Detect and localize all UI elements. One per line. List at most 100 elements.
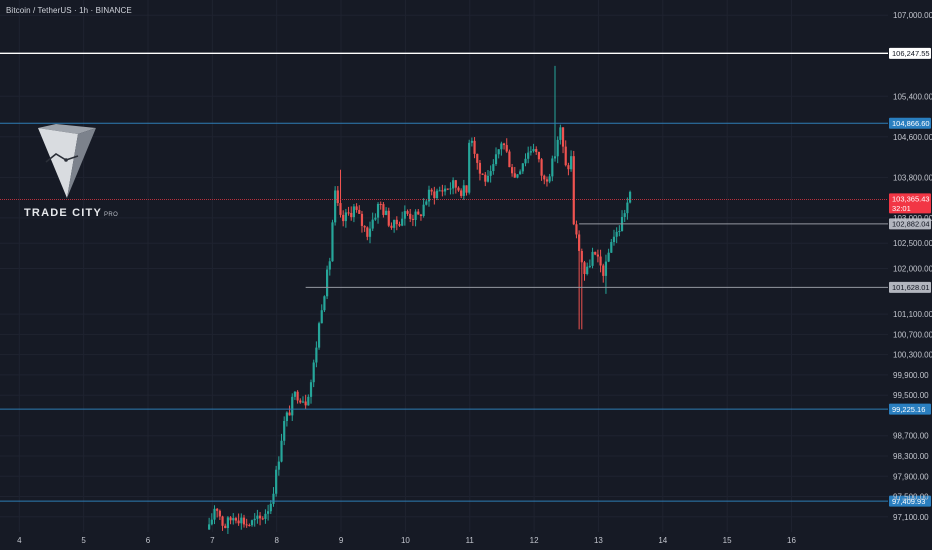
y-axis-tick-label: 101,100.00	[893, 310, 932, 319]
candle-down	[564, 146, 567, 166]
candle-down	[339, 203, 342, 215]
candle-up	[344, 212, 347, 222]
price-tag-label: 97,409.93	[892, 497, 925, 506]
price-tag	[889, 218, 931, 230]
candle-up	[401, 218, 404, 226]
y-axis-tick-label: 97,900.00	[893, 472, 929, 481]
x-axis-tick-label: 6	[146, 536, 151, 545]
x-axis-tick-label: 11	[466, 536, 475, 545]
candle-down	[446, 188, 449, 190]
candle-up	[309, 382, 313, 397]
candle-up	[272, 493, 275, 504]
candle-down	[465, 185, 468, 193]
candle-up	[610, 242, 613, 253]
candle-down	[476, 153, 479, 163]
candle-down	[599, 256, 602, 266]
candle-down	[511, 167, 514, 174]
candle-up	[586, 266, 589, 275]
price-tag	[889, 47, 931, 59]
candle-up	[317, 323, 321, 348]
candle-down	[430, 189, 433, 192]
candle-up	[326, 269, 329, 297]
candle-up	[226, 517, 229, 529]
candle-down	[481, 173, 484, 175]
candle-up	[591, 251, 594, 266]
candle-up	[280, 440, 283, 462]
candle-down	[543, 175, 546, 180]
y-axis-tick-label: 99,900.00	[893, 371, 929, 380]
candle-down	[350, 212, 353, 218]
candle-up	[285, 412, 288, 421]
candle-down	[395, 219, 398, 225]
candle-up	[320, 310, 323, 324]
candle-down	[540, 159, 543, 176]
pyramid-logo-icon	[34, 124, 100, 202]
candle-up	[519, 171, 522, 175]
candle-up	[551, 158, 554, 177]
candle-down	[229, 517, 232, 521]
candle-up	[615, 231, 618, 237]
candle-up	[240, 517, 243, 524]
y-axis-tick-label: 102,500.00	[893, 239, 932, 248]
y-axis-tick-label: 100,300.00	[893, 351, 932, 360]
candle-down	[602, 265, 605, 276]
candle-up	[323, 296, 326, 311]
candle-down	[572, 156, 575, 225]
candle-up	[293, 391, 297, 397]
candle-down	[537, 151, 541, 160]
y-axis-tick-label: 103,800.00	[893, 173, 932, 182]
candle-up	[623, 213, 626, 217]
candle-up	[253, 518, 256, 521]
candle-down	[580, 250, 583, 263]
candle-down	[355, 206, 358, 210]
candle-down	[561, 127, 565, 147]
candle-up	[556, 139, 559, 157]
candle-down	[596, 254, 599, 257]
x-axis-tick-label: 5	[81, 536, 86, 545]
chart-symbol-title[interactable]: Bitcoin / TetherUS · 1h · BINANCE	[6, 6, 132, 15]
candle-up	[376, 203, 380, 218]
candle-down	[296, 391, 299, 401]
candle-up	[334, 190, 337, 223]
candle-up	[264, 513, 267, 519]
y-axis-tick-label: 102,000.00	[893, 265, 932, 274]
candle-up	[443, 188, 447, 192]
candle-up	[604, 261, 608, 276]
candle-down	[245, 524, 248, 526]
price-tag	[889, 495, 931, 507]
candle-down	[460, 190, 463, 196]
x-axis-tick-label: 13	[594, 536, 603, 545]
candle-up	[607, 252, 610, 262]
candle-down	[406, 211, 409, 214]
candle-down	[441, 190, 444, 192]
brand-suffix: PRO	[104, 212, 119, 218]
candle-down	[409, 213, 412, 219]
y-axis-tick-label: 105,400.00	[893, 92, 932, 101]
candle-down	[578, 234, 581, 251]
x-axis-tick-label: 10	[401, 536, 410, 545]
y-axis-tick-label: 98,300.00	[893, 452, 929, 461]
candle-down	[411, 218, 414, 220]
candle-down	[382, 204, 385, 215]
candle-up	[486, 175, 490, 182]
candle-up	[371, 219, 374, 229]
candle-up	[532, 149, 535, 152]
candle-up	[449, 188, 452, 190]
y-axis-tick-label: 107,000.00	[893, 11, 932, 20]
grid-layer	[0, 0, 888, 532]
candle-down	[567, 165, 570, 170]
candle-up	[256, 515, 259, 519]
candle-up	[267, 511, 270, 514]
x-axis-tick-label: 9	[339, 536, 344, 545]
candle-up	[489, 171, 492, 176]
candle-up	[435, 190, 439, 199]
candle-up	[618, 231, 621, 233]
candle-up	[414, 211, 417, 220]
candle-down	[216, 508, 219, 511]
x-axis-tick-label: 7	[210, 536, 215, 545]
price-tag	[889, 281, 931, 293]
candle-down	[358, 209, 361, 214]
